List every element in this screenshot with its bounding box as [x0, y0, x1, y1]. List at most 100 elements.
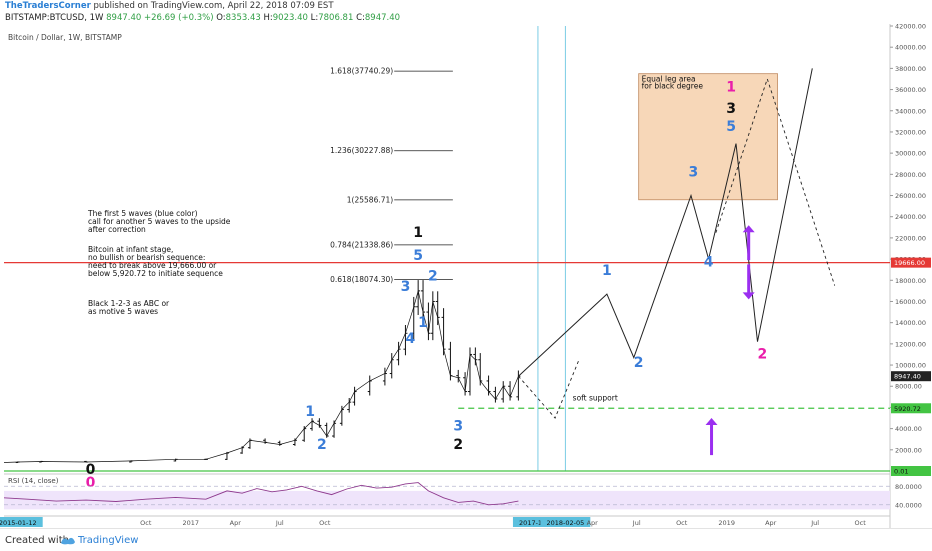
y-tick-label: 28000.00: [895, 171, 926, 179]
purple-arrow-up-head: [705, 418, 718, 426]
open-value: 8353.43: [225, 13, 261, 23]
wave-label: 0: [86, 462, 96, 478]
fib-level-label: 1.618(37740.29): [330, 67, 393, 76]
y-tick-label: 38000.00: [895, 65, 926, 73]
annotation-text: Bitcoin at infant stage,: [88, 245, 173, 254]
rsi-series-line: [3, 482, 519, 506]
projection-path-dashed: [518, 359, 580, 419]
x-tick-label: Jul: [275, 519, 284, 527]
soft-support-price-label: 5920.72: [894, 405, 921, 413]
soft-support-label: soft support: [573, 394, 618, 403]
x-tick-label: Oct: [676, 519, 688, 527]
y-tick-label: 26000.00: [895, 192, 926, 200]
chart-header: TheTradersCorner published on TradingVie…: [0, 0, 932, 26]
annotation-text: below 5,920.72 to initiate sequence: [88, 269, 223, 278]
fib-level-label: 1.236(30227.88): [330, 146, 393, 155]
y-tick-label: 10000.00: [895, 362, 926, 370]
rsi-band: [4, 490, 890, 510]
wave-label: 2: [428, 268, 438, 284]
base-price-tag: [891, 465, 931, 476]
x-tick-label: 2015-01-12: [0, 519, 37, 527]
x-tick-label: 2017: [183, 519, 200, 527]
projection-path: [518, 68, 813, 377]
purple-arrow-up-head: [742, 225, 755, 233]
x-tick-label: Oct: [140, 519, 152, 527]
wave-label: 2: [453, 437, 463, 453]
wave-label: 3: [689, 164, 699, 180]
wave-label: 3: [401, 279, 411, 295]
y-tick-label: 8000.00: [895, 383, 922, 391]
symbol-line: BITSTAMP:BTCUSD, 1W 8947.40 +26.69 (+0.3…: [5, 13, 400, 24]
rsi-tick-label: 40.0000: [895, 501, 922, 509]
fib-level-label: 1(25586.71): [347, 195, 393, 204]
x-tick-label: Oct: [319, 519, 331, 527]
price-change: +26.69 (+0.3%): [144, 13, 214, 23]
x-tick-highlight: [0, 517, 43, 527]
wave-label: 1: [602, 263, 612, 279]
open-label: O:: [216, 13, 226, 23]
x-tick-label: 2018-02-05: [546, 519, 584, 527]
chart-title: Bitcoin / Dollar, 1W, BITSTAMP: [8, 33, 122, 42]
wave-label: 3: [726, 101, 736, 117]
y-tick-label: 22000.00: [895, 234, 926, 242]
y-tick-label: 32000.00: [895, 128, 926, 136]
y-tick-label: 42000.00: [895, 24, 926, 31]
symbol-name: BITSTAMP:BTCUSD, 1W: [5, 13, 104, 23]
x-tick-label: Jul: [810, 519, 819, 527]
annotation-text: need to break above 19,666.00 or: [88, 261, 217, 270]
author-name[interactable]: TheTradersCorner: [5, 1, 91, 11]
resistance-price-label: 19666.00: [894, 259, 925, 267]
resistance-price-tag: [891, 257, 931, 268]
publish-line: TheTradersCorner published on TradingVie…: [5, 1, 334, 12]
x-tick-label: 2019: [718, 519, 735, 527]
annotation-text: after correction: [88, 225, 146, 234]
fib-level-label: 0.784(21338.86): [330, 240, 393, 249]
wave-label: 5: [726, 119, 736, 135]
low-label: L:: [310, 13, 319, 23]
created-with-text: Created with: [5, 535, 69, 546]
annotation-text: call for another 5 waves to the upside: [88, 217, 231, 226]
wave-label: 1: [418, 315, 428, 331]
high-value: 9023.40: [272, 13, 308, 23]
x-tick-label: Oct: [855, 519, 867, 527]
wave-label: 1: [726, 80, 736, 96]
x-tick-label: Apr: [587, 519, 599, 527]
last-price: 8947.40: [106, 13, 142, 23]
close-value: 8947.40: [364, 13, 401, 23]
annotation-text: no bullish or bearish sequence:: [88, 253, 205, 262]
tradingview-brand[interactable]: TradingView: [78, 535, 139, 546]
y-tick-label: 30000.00: [895, 150, 926, 158]
wave-label: 1: [305, 404, 315, 420]
footer: Created with TradingView: [0, 528, 932, 551]
rsi-tick-label: 80.0000: [895, 483, 922, 491]
y-tick-label: 16000.00: [895, 298, 926, 306]
low-value: 7806.81: [318, 13, 354, 23]
price-series-line: [3, 290, 519, 463]
x-tick-label: Apr: [230, 519, 242, 527]
published-text: published on TradingView.com, April 22, …: [93, 1, 334, 11]
wave-label: 2: [317, 437, 327, 453]
purple-arrow-down-head: [742, 292, 755, 300]
y-tick-label: 36000.00: [895, 86, 926, 94]
y-tick-label: 12000.00: [895, 340, 926, 348]
annotation-text: as motive 5 waves: [88, 307, 158, 316]
fib-level-label: 0.618(18074.30): [330, 275, 393, 284]
rsi-label: RSI (14, close): [8, 477, 59, 485]
tradingview-logo-icon: [61, 537, 75, 545]
x-tick-highlight: [540, 517, 591, 527]
price-chart[interactable]: Bitcoin / Dollar, 1W, BITSTAMP 2000.00 400…: [0, 24, 932, 528]
projection-path-dashed: [715, 77, 836, 286]
y-tick-label: 4000.00: [895, 425, 922, 433]
x-tick-highlight: [512, 517, 563, 527]
wave-label: 2: [758, 347, 768, 363]
y-tick-label: 34000.00: [895, 107, 926, 115]
y-tick-label: 2000.00: [895, 446, 922, 454]
current-price-label: 8947.40: [894, 373, 921, 381]
y-tick-label: 40000.00: [895, 44, 926, 52]
annotation-text: Black 1-2-3 as ABC or: [88, 299, 170, 308]
high-label: H:: [263, 13, 273, 23]
box-label: for black degree: [642, 82, 704, 91]
x-tick-label: Jul: [632, 519, 641, 527]
x-tick-label: 2017-12-11: [519, 519, 557, 527]
y-tick-label: 14000.00: [895, 319, 926, 327]
